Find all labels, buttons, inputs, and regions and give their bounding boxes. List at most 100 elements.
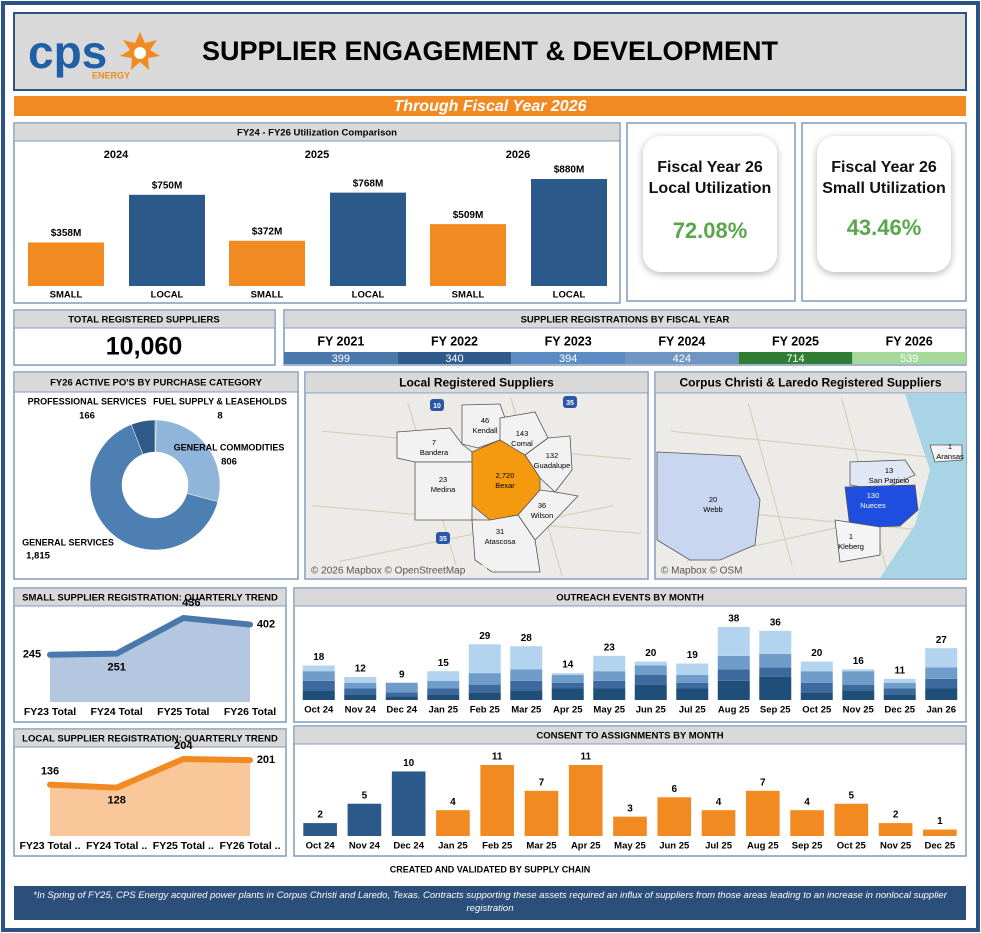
panel (293, 587, 967, 723)
bar-segment (468, 673, 501, 685)
bar-segment (427, 680, 460, 689)
region-value: 23 (439, 475, 447, 484)
category-label: Jul 25 (705, 841, 733, 852)
value-label: 136 (41, 766, 59, 778)
category-label: FY24 Total (91, 706, 143, 718)
road (311, 505, 642, 535)
value-label: $880M (554, 165, 585, 176)
category-label: FY23 Total (24, 706, 76, 718)
total-label: 19 (687, 650, 699, 661)
credit: CREATED AND VALIDATED BY SUPPLY CHAIN (390, 864, 591, 874)
bar-segment (717, 680, 750, 700)
region-name: Nueces (860, 501, 886, 510)
value-label: $750M (152, 180, 183, 191)
water (880, 394, 966, 578)
value-label: 5 (362, 790, 368, 801)
bar (613, 816, 647, 836)
category-label: Jun 25 (659, 841, 690, 852)
value-label: 7 (539, 777, 545, 788)
bar (391, 771, 426, 836)
strip-cell (738, 352, 853, 364)
value-label: 201 (257, 754, 275, 766)
region (844, 484, 919, 529)
total-label: 38 (728, 614, 740, 625)
category-label: Mar 25 (511, 705, 542, 716)
bar-segment (676, 682, 709, 689)
bar (657, 797, 692, 836)
bar-segment (593, 680, 626, 689)
region-value: 2,720 (496, 471, 515, 480)
category-label: May 25 (614, 841, 646, 852)
category-label: Nov 24 (349, 841, 381, 852)
category-label: May 25 (593, 705, 625, 716)
region-name: Bexar (495, 481, 515, 490)
category-label: Nov 24 (345, 705, 377, 716)
category-label: FY26 Total .. (219, 840, 280, 852)
category-label: LOCAL (553, 290, 586, 301)
panel-title-bar (654, 371, 967, 394)
category-label: Dec 25 (884, 705, 915, 716)
bar-segment (883, 694, 916, 700)
category-label: Nov 25 (880, 841, 912, 852)
road-label: 10 (433, 403, 441, 410)
category-label: GENERAL SERVICES (22, 537, 114, 547)
note: *In Spring of FY25, CPS Energy acquired … (33, 890, 947, 914)
bar-segment (842, 684, 875, 691)
panel (13, 122, 621, 304)
value-label: 11 (492, 752, 503, 763)
bar-segment (676, 675, 709, 683)
note-box (14, 886, 966, 920)
bar-segment (717, 627, 750, 656)
category-label: Sep 25 (792, 841, 823, 852)
value-label: 4 (716, 797, 722, 808)
category-label: SMALL (50, 290, 83, 301)
panel-title-bar (13, 587, 287, 607)
panel-title-bar (293, 587, 967, 607)
bar-segment (800, 692, 833, 700)
bar-segment (759, 630, 792, 654)
bar-segment (634, 675, 667, 685)
bar (229, 240, 305, 286)
subtitle: Through Fiscal Year 2026 (394, 98, 587, 115)
value-label: 11 (580, 752, 591, 763)
bar-segment (634, 665, 667, 676)
value-label: 394 (559, 353, 577, 365)
bar-segment (759, 653, 792, 668)
total-label: 9 (399, 669, 405, 680)
value-label: 402 (257, 618, 275, 630)
bar-segment (551, 673, 584, 676)
panel-title: Local Registered Suppliers (399, 376, 554, 390)
bar-segment (302, 671, 335, 681)
region-value: 7 (432, 438, 436, 447)
value-label: 6 (671, 784, 677, 795)
bar-segment (302, 690, 335, 700)
bar-segment (385, 692, 418, 697)
category-label: Jul 25 (679, 705, 707, 716)
bar-segment (800, 671, 833, 683)
donut-slice (89, 424, 219, 551)
total-label: 11 (894, 666, 905, 677)
value-label: $358M (51, 228, 82, 239)
region-value: 132 (546, 451, 559, 460)
road (747, 403, 796, 577)
category-label: Oct 25 (802, 705, 832, 716)
panel-title-bar (13, 309, 276, 329)
bar-segment (510, 690, 543, 700)
bar-segment (551, 682, 584, 689)
road-label: 35 (439, 536, 447, 543)
category-label: FY24 Total .. (86, 840, 147, 852)
total-label: 23 (604, 642, 616, 653)
bar-segment (759, 667, 792, 677)
total-label: 15 (438, 658, 450, 669)
bar-segment (344, 688, 377, 695)
bar (129, 194, 205, 286)
value-label: 399 (332, 353, 350, 365)
kpi-title: Fiscal Year 26 Small Utilization (822, 159, 946, 197)
logo-star-center (134, 47, 146, 59)
bar-segment (883, 682, 916, 689)
region-name: Aransas (936, 452, 964, 461)
bar-segment (344, 694, 377, 700)
region-value: 46 (481, 416, 489, 425)
panel-title: SMALL SUPPLIER REGISTRATION: QUARTERLY T… (22, 593, 278, 604)
